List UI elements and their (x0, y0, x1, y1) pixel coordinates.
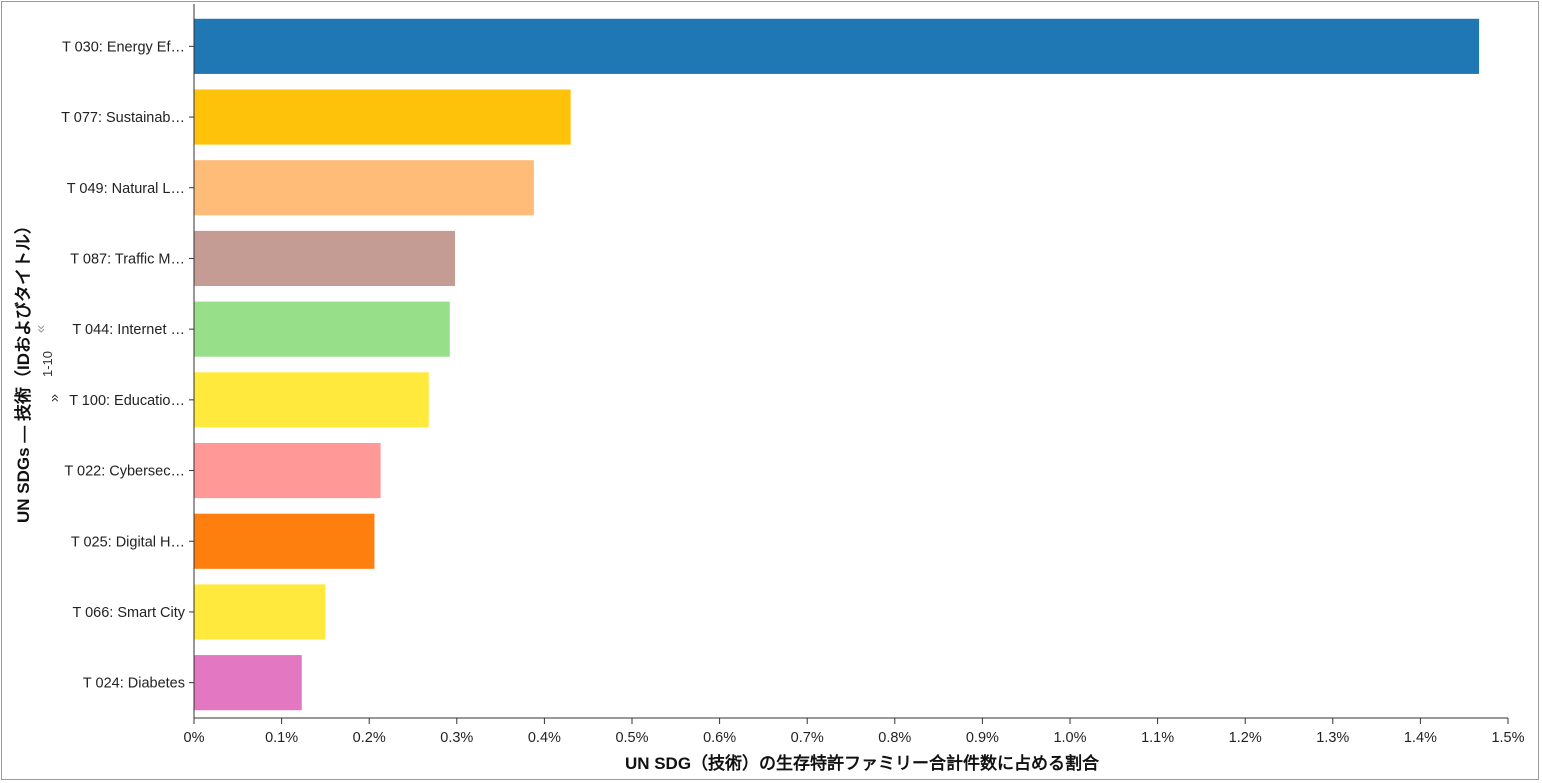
x-tick-label: 1.2% (1229, 730, 1262, 746)
y-axis-title: UN SDGs — 技術（IDおよびタイトル） (13, 217, 33, 523)
bar[interactable] (194, 89, 571, 145)
category-label: T 049: Natural L… (67, 181, 185, 197)
x-tick-label: 0% (184, 730, 205, 746)
x-tick-label: 1.0% (1053, 730, 1086, 746)
x-tick-label: 0.6% (703, 730, 736, 746)
category-label: T 100: Educatio… (69, 393, 185, 409)
bar[interactable] (194, 513, 375, 569)
x-axis-title: UN SDG（技術）の生存特許ファミリー合計件数に占める割合 (625, 753, 1100, 773)
pager: « 1-10 « (32, 325, 64, 402)
x-tick-label: 0.4% (528, 730, 561, 746)
bar[interactable] (194, 442, 381, 499)
category-label: T 066: Smart City (72, 605, 185, 621)
x-tick-label: 1.3% (1316, 730, 1349, 746)
x-tick-label: 0.3% (440, 730, 473, 746)
x-tick-label: 0.5% (615, 730, 648, 746)
category-label: T 022: Cybersec… (64, 464, 185, 480)
category-label: T 044: Internet … (72, 322, 185, 338)
x-tick-label: 1.5% (1491, 730, 1524, 746)
category-labels: T 030: Energy Ef… T 077: Sustainab… T 049:… (61, 39, 194, 692)
category-label: T 077: Sustainab… (61, 110, 185, 126)
x-tick-label: 1.4% (1404, 730, 1437, 746)
bar[interactable] (194, 230, 456, 287)
bar[interactable] (194, 160, 534, 216)
bar[interactable] (194, 301, 450, 357)
x-ticks: 0% 0.1% 0.2% 0.3% 0.4% 0.5% 0.6% 0.7% 0.8% 0.9% 1.… (184, 718, 1525, 746)
bar[interactable] (194, 18, 1480, 74)
pager-prev-arrow-icon[interactable]: « (47, 394, 64, 402)
bar[interactable] (194, 372, 429, 428)
x-tick-label: 0.8% (878, 730, 911, 746)
category-label: T 025: Digital H… (71, 534, 185, 550)
x-tick-label: 0.7% (791, 730, 824, 746)
pager-next-arrow-icon[interactable]: « (32, 325, 49, 333)
bars-group (194, 18, 1480, 711)
x-tick-label: 0.9% (966, 730, 999, 746)
category-label: T 024: Diabetes (83, 676, 185, 692)
category-label: T 030: Energy Ef… (62, 39, 185, 55)
x-axis: 0% 0.1% 0.2% 0.3% 0.4% 0.5% 0.6% 0.7% 0.8% 0.9% 1.… (184, 717, 1525, 746)
bar[interactable] (194, 655, 302, 711)
category-label: T 087: Traffic M… (70, 251, 185, 267)
pager-range-label: 1-10 (40, 351, 55, 377)
x-tick-label: 0.1% (265, 730, 298, 746)
x-tick-label: 1.1% (1141, 730, 1174, 746)
bar[interactable] (194, 584, 326, 640)
x-tick-label: 0.2% (353, 730, 386, 746)
